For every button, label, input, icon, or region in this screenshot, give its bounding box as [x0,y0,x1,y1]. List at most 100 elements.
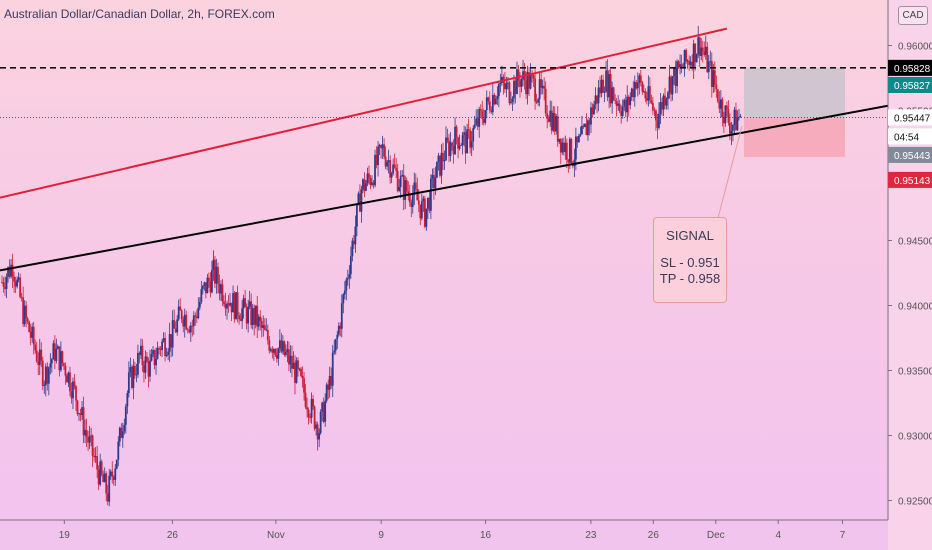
candle-bear [312,398,315,407]
candle-bear [363,179,366,191]
signal-stop-loss: SL - 0.951 [660,255,720,270]
candle-bear [727,109,730,123]
candle-bear [479,109,482,111]
candle-bear [402,174,405,200]
candle-bear [644,91,647,99]
candle-bear [250,301,253,325]
candle-bear [106,493,109,502]
candle-bull [114,468,117,480]
candle-bull [422,198,425,202]
candle-bull [597,87,600,104]
candle-bull [354,226,357,245]
candle-bear [482,118,485,123]
candle-bull [168,334,171,352]
candle-bull [491,94,494,113]
y-tick-label: 0.94500 [898,237,932,248]
candle-bear [446,137,449,141]
candle-bull [165,354,168,357]
candle-bull [171,320,174,348]
candle-bull [662,95,665,110]
candle-bull [732,124,734,131]
candle-bear [706,46,709,73]
candle-bull [511,98,514,102]
candle-bear [61,351,64,364]
candle-bull [617,103,620,106]
candle-bull [272,349,275,353]
candle-bull [496,96,499,99]
candle-bear [28,321,31,332]
candle-bull [117,441,120,460]
candle-bull [520,79,523,87]
candle-bear [70,391,73,399]
candle-bull [99,461,102,485]
candle-bull [399,176,402,188]
candle-bull [516,69,518,95]
candle-bull [659,102,662,114]
candle-bear [576,136,579,143]
candle-bear [562,142,565,153]
candle-bear [655,110,657,121]
candle-bull [413,182,416,195]
candle-bear [680,64,683,69]
candle-bear [624,99,627,113]
candle-bull [155,358,157,366]
candle-bear [29,331,32,338]
candle-bear [368,173,370,178]
candle-bull [668,76,671,93]
candle-bull [90,435,93,437]
candle-bull [647,86,650,101]
candle-bull [381,144,384,149]
candle-bull [211,270,213,293]
candle-bear [639,75,642,83]
candle-bull [262,325,265,328]
candle-bull [351,240,354,257]
candle-bear [266,329,269,341]
candle-bull [494,98,497,105]
candle-bear [339,325,342,329]
candle-bull [343,290,346,295]
candle-bear [300,368,302,376]
candle-bear [96,456,99,470]
candle-bull [278,340,281,349]
candle-bear [41,360,44,386]
candle-bull [484,110,487,123]
candle-bull [686,60,689,62]
candle-bull [47,367,50,384]
candle-bull [328,375,331,390]
candle-bull [55,348,58,361]
candle-bear [182,319,185,327]
candle-bull [50,359,53,364]
candle-bear [718,101,721,109]
candle-bear [105,473,108,494]
currency-badge[interactable]: CAD [898,6,928,25]
candle-bull [739,116,742,118]
candle-bear [547,118,550,122]
candle-bull [513,80,515,99]
candle-bull [248,301,251,307]
candle-bear [283,341,286,356]
candle-bear [274,349,277,356]
candle-bear [656,120,659,128]
candle-bear [297,360,299,369]
candle-bull [349,256,352,275]
candle-bull [88,436,91,443]
candle-bull [346,278,349,280]
candle-bull [78,413,80,415]
candle-bull [679,64,681,68]
candle-bull [611,87,614,104]
candle-bear [650,100,653,104]
candle-bear [138,352,141,356]
candle-bear [488,101,491,111]
candle-bear [559,138,562,153]
candle-bear [179,306,182,311]
candle-bull [365,183,367,191]
candle-bear [313,406,316,429]
candle-bull [378,145,381,147]
candle-bull [285,352,287,356]
candle-bear [701,47,704,52]
candle-bear [464,132,467,154]
candle-bear [359,193,361,212]
candle-bear [599,87,601,94]
candle-bull [387,160,390,163]
